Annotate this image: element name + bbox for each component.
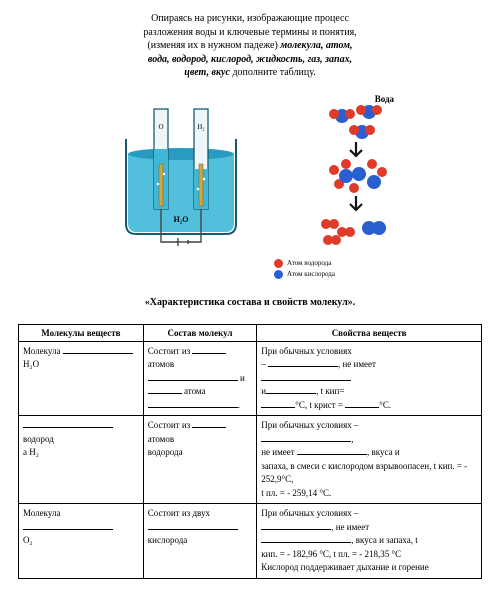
legend-oxygen: Атом кислорода bbox=[274, 270, 394, 279]
table-row: Молекула O₂ Состоит из двух кислорода Пр… bbox=[19, 504, 482, 579]
table-title: «Характеристика состава и свойств молеку… bbox=[18, 297, 482, 308]
svg-text:O: O bbox=[158, 123, 163, 131]
header-line1: Опираясь на рисунки, изображающие процес… bbox=[18, 12, 482, 26]
svg-text:H₂O: H₂O bbox=[174, 215, 189, 224]
th-properties: Свойства веществ bbox=[257, 324, 482, 341]
svg-text:H₂: H₂ bbox=[197, 123, 205, 131]
header-line4: вода, водород, кислород, жидкость, газ, … bbox=[18, 53, 482, 67]
molecule-diagram: Вода Атом водорода Атом кислорода bbox=[274, 94, 394, 279]
th-molecules: Молекулы веществ bbox=[19, 324, 144, 341]
figure-row: O H₂ H₂O Вода bbox=[18, 94, 482, 279]
water-label: Вода bbox=[274, 94, 394, 104]
header-line2: разложения воды и ключевые термины и пон… bbox=[18, 26, 482, 40]
table-row: Молекула H₂O Состоит из атомов и атома .… bbox=[19, 341, 482, 416]
legend-hydrogen: Атом водорода bbox=[274, 259, 394, 268]
table-row: водород а H₂ Состоит из атомов водорода … bbox=[19, 416, 482, 504]
header-line5: цвет, вкус дополните таблицу. bbox=[18, 66, 482, 80]
th-composition: Состав молекул bbox=[143, 324, 256, 341]
header-line3: (изменяя их в нужном падеже) молекула, а… bbox=[18, 39, 482, 53]
electrolysis-diagram: O H₂ H₂O bbox=[106, 94, 256, 254]
properties-table: Молекулы веществ Состав молекул Свойства… bbox=[18, 324, 482, 579]
instruction-header: Опираясь на рисунки, изображающие процес… bbox=[18, 12, 482, 80]
